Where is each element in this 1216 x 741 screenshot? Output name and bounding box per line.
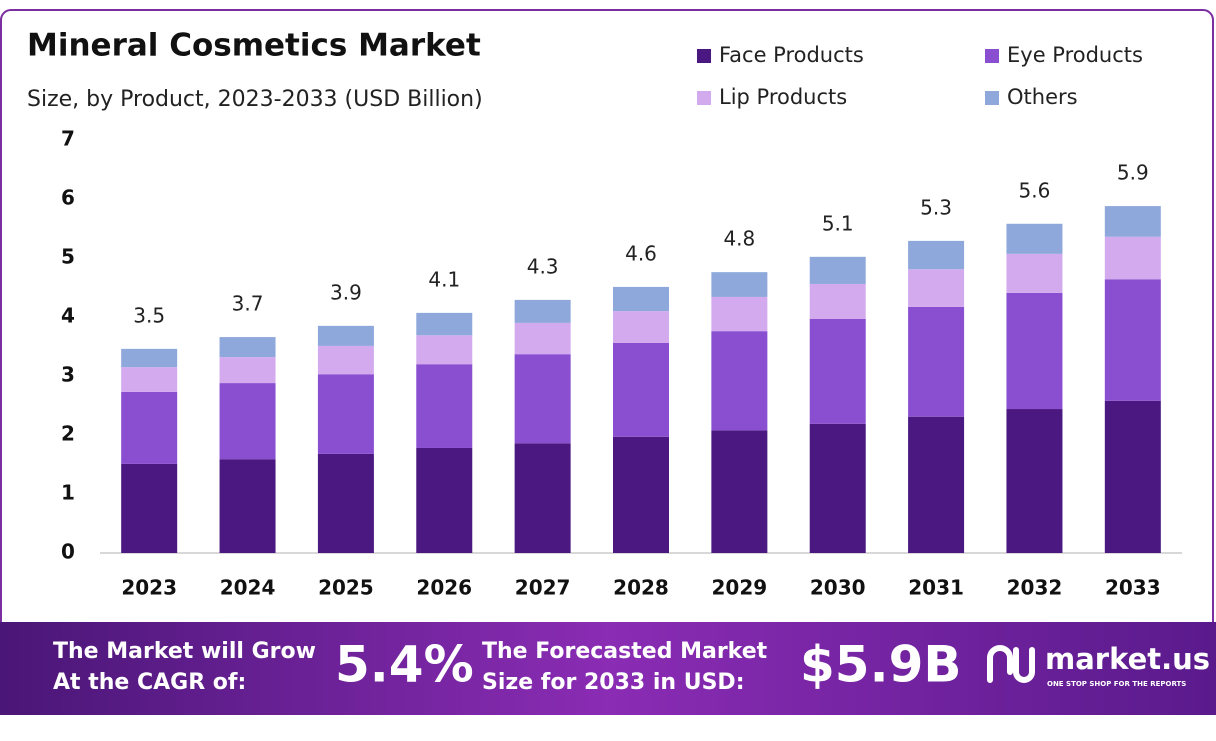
chart-subtitle: Size, by Product, 2023-2033 (USD Billion… <box>27 87 483 112</box>
brand: market.us <box>1045 642 1210 676</box>
bar-segment <box>908 240 965 270</box>
y-tick-label: 7 <box>61 127 75 151</box>
bar-segment <box>613 342 669 437</box>
bar-segment <box>711 296 768 332</box>
x-tick-label: 2024 <box>220 576 276 600</box>
bar-segment <box>219 383 276 460</box>
legend-label: Face Products <box>719 43 864 67</box>
bar-segment <box>613 286 669 312</box>
bar-segment <box>809 283 866 319</box>
bar-segment <box>121 348 178 368</box>
bar-segment <box>711 272 768 297</box>
bar-segment <box>613 436 669 553</box>
y-tick-label: 6 <box>61 186 75 210</box>
bar-segment <box>317 453 374 553</box>
bar-segment <box>711 331 768 431</box>
x-tick-label: 2030 <box>810 576 866 600</box>
x-tick-label: 2033 <box>1105 576 1161 600</box>
bar-segment <box>317 374 374 454</box>
total-label: 3.7 <box>232 292 264 316</box>
bar-segment <box>809 256 866 284</box>
cagr-text: The Market will Grow <box>53 639 316 664</box>
bar-segment <box>1104 279 1161 401</box>
bar-segment <box>1006 409 1063 553</box>
tagline: ONE STOP SHOP FOR THE REPORTS <box>1047 680 1186 688</box>
x-tick-label: 2023 <box>121 576 177 600</box>
total-label: 4.6 <box>625 241 657 265</box>
bar-segment <box>121 391 178 464</box>
bar-segment <box>121 367 178 392</box>
bar-segment <box>514 354 571 444</box>
logo-icon <box>987 645 1035 683</box>
total-label: 3.5 <box>133 303 165 327</box>
x-tick-label: 2025 <box>318 576 374 600</box>
forecast-text: Size for 2033 in USD: <box>482 670 745 695</box>
legend-label: Others <box>1007 85 1078 109</box>
plot: 0 1 2 3 4 5 6 7 Face Products Eye Products Lip Pro… <box>61 43 1182 600</box>
bar-segment <box>1006 253 1063 293</box>
bar-segment <box>1104 400 1161 553</box>
total-label: 4.8 <box>723 227 755 251</box>
y-tick-label: 3 <box>61 363 75 387</box>
banner-text: The Market will Grow At the CAGR of: 5.4… <box>53 636 1210 696</box>
total-label: 4.3 <box>527 254 559 278</box>
bar-segment <box>1006 292 1063 410</box>
total-label: 5.3 <box>920 195 952 219</box>
legend-label: Lip Products <box>719 85 847 109</box>
total-label: 5.6 <box>1019 178 1051 202</box>
bar-segment <box>219 337 276 358</box>
x-tick-label: 2029 <box>712 576 768 600</box>
total-label: 5.1 <box>822 211 854 235</box>
legend-label: Eye Products <box>1007 43 1143 67</box>
bar-segment <box>908 269 965 307</box>
bar-segment <box>219 459 276 553</box>
total-label: 3.9 <box>330 280 362 304</box>
total-label: 5.9 <box>1117 161 1149 185</box>
y-tick-label: 1 <box>61 481 75 505</box>
bar-segment <box>1104 206 1161 237</box>
bar-segment <box>514 443 571 553</box>
legend-swatch <box>697 49 711 63</box>
legend-swatch <box>697 91 711 105</box>
x-tick-label: 2027 <box>515 576 571 600</box>
legend-swatch <box>985 91 999 105</box>
bar-segment <box>121 463 178 553</box>
bar-segment <box>613 311 669 343</box>
bar-segment <box>514 322 571 355</box>
chart-title: Mineral Cosmetics Market <box>27 28 481 64</box>
x-tick-label: 2032 <box>1007 576 1063 600</box>
cagr-value: 5.4% <box>335 636 474 694</box>
bar-segment <box>416 447 473 553</box>
total-label: 4.1 <box>428 267 460 291</box>
bar-segment <box>809 318 866 424</box>
bar-segment <box>317 325 374 346</box>
y-tick-label: 4 <box>61 304 75 328</box>
bar-segment <box>1104 236 1161 280</box>
bar-segment <box>908 416 965 553</box>
y-tick-label: 2 <box>61 422 75 446</box>
bar-segment <box>416 364 473 448</box>
y-tick-label: 5 <box>61 245 75 269</box>
cagr-text: At the CAGR of: <box>53 670 246 695</box>
bar-segment <box>317 345 374 375</box>
x-tick-label: 2026 <box>416 576 472 600</box>
bar-segment <box>416 335 473 365</box>
bar-segment <box>908 306 965 417</box>
forecast-text: The Forecasted Market <box>482 639 768 664</box>
bar-segment <box>1006 223 1063 254</box>
bar-segment <box>809 423 866 553</box>
forecast-value: $5.9B <box>800 636 961 694</box>
x-tick-label: 2028 <box>613 576 669 600</box>
x-tick-label: 2031 <box>908 576 964 600</box>
y-tick-label: 0 <box>61 540 75 564</box>
bar-segment <box>514 299 571 323</box>
bar-segment <box>416 312 473 336</box>
bar-segment <box>711 430 768 553</box>
bar-segment <box>219 357 276 384</box>
legend-swatch <box>985 49 999 63</box>
